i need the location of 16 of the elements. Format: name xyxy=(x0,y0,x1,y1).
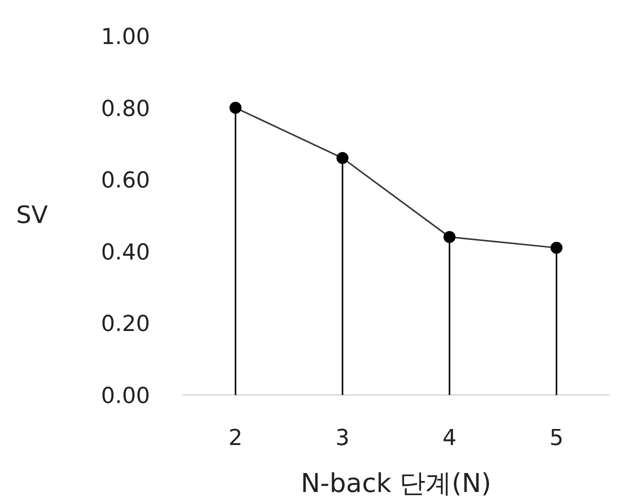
y-tick-label: 0.00 xyxy=(101,384,150,409)
point xyxy=(550,242,562,254)
x-tick-label: 4 xyxy=(442,426,456,451)
x-axis-title: N-back 단계(N) xyxy=(300,469,492,499)
y-tick-label: 1.00 xyxy=(101,25,150,50)
point xyxy=(230,102,242,114)
x-tick-label: 3 xyxy=(336,426,350,451)
x-tick-label: 5 xyxy=(550,426,564,451)
y-tick-label: 0.40 xyxy=(101,240,150,266)
y-axis-title: SV xyxy=(16,201,48,229)
y-tick-label: 0.60 xyxy=(101,168,150,194)
y-tick-label: 0.80 xyxy=(101,96,150,122)
point xyxy=(336,152,348,164)
point xyxy=(444,231,456,244)
x-tick-label: 2 xyxy=(228,426,242,451)
y-tick-label: 0.20 xyxy=(101,312,150,338)
